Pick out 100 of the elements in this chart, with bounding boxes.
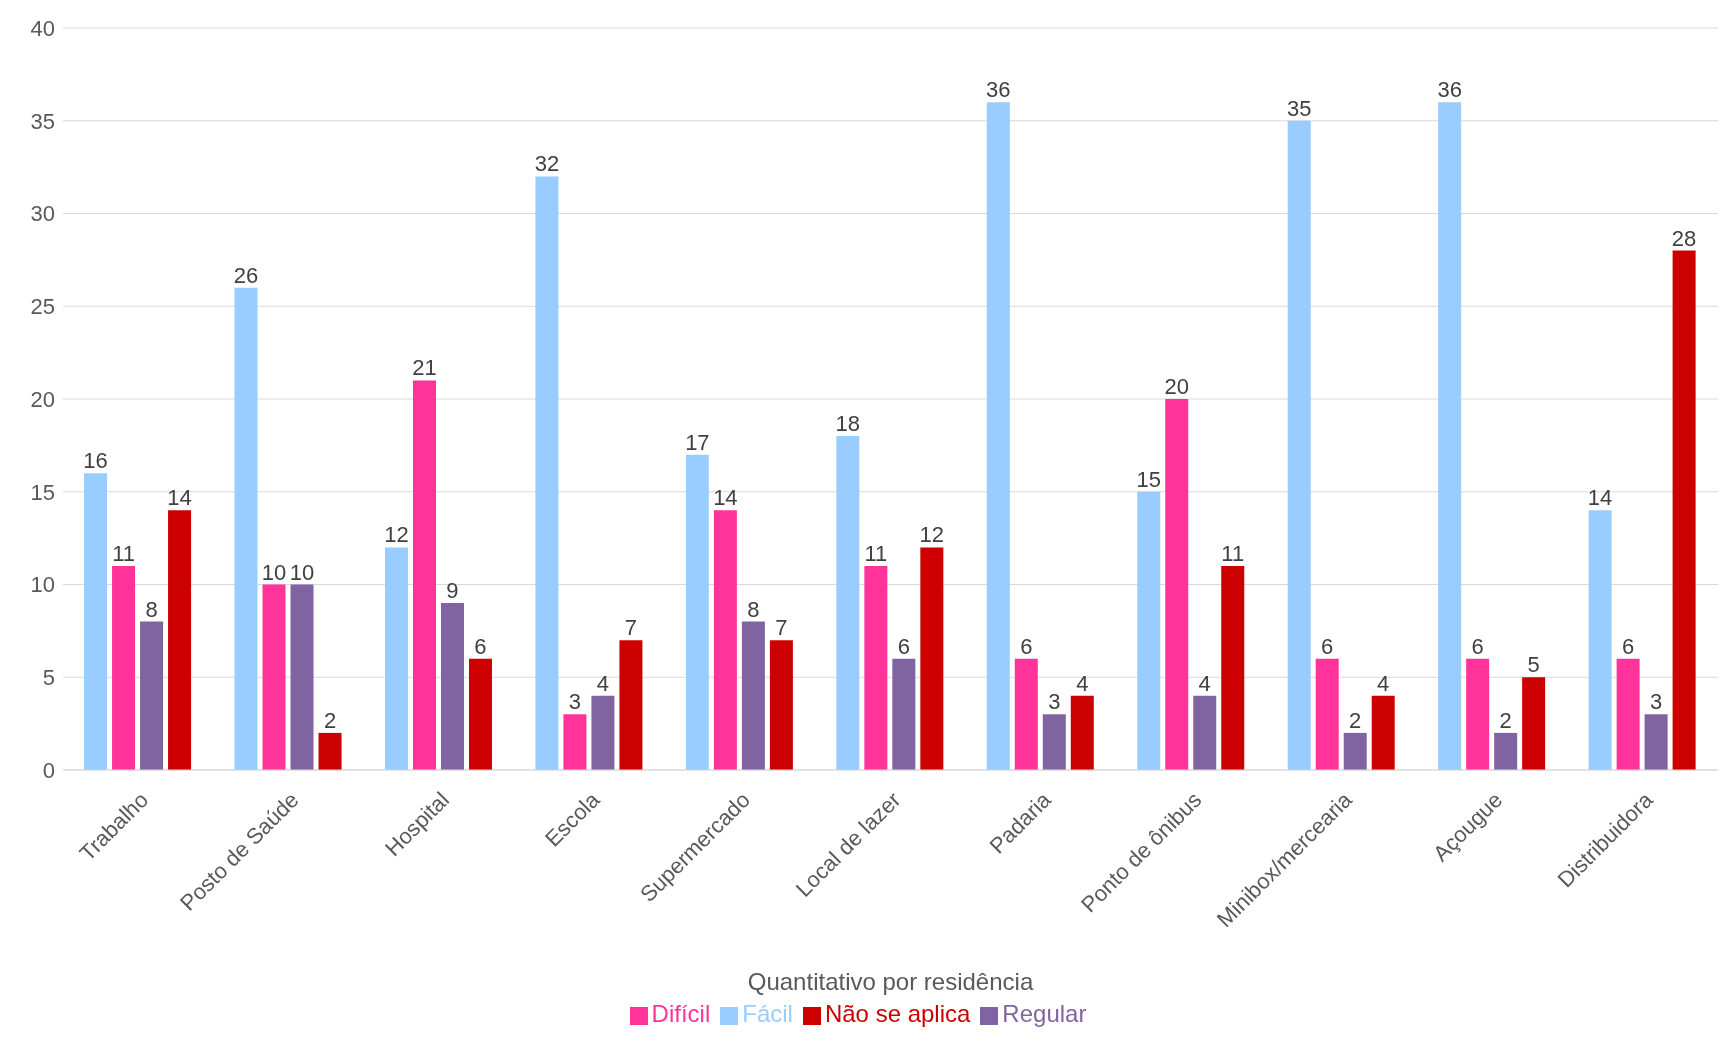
bar [112, 565, 136, 770]
bar [563, 714, 587, 770]
bar [168, 510, 192, 770]
bar [1494, 732, 1518, 770]
data-label: 11 [864, 540, 888, 566]
data-label: 10 [261, 559, 287, 585]
x-axis-title: Quantitativo por residência [747, 968, 1034, 995]
data-label: 14 [167, 485, 192, 511]
data-label: 26 [233, 262, 259, 288]
bar [1438, 102, 1462, 770]
data-label: 18 [835, 411, 861, 437]
data-label: 11 [112, 540, 135, 566]
bar [836, 436, 860, 770]
bar [262, 584, 286, 770]
data-label: 6 [1621, 633, 1635, 659]
data-label: 6 [1020, 633, 1033, 659]
data-label: 15 [1136, 466, 1161, 492]
bar [1315, 658, 1339, 770]
bar [1522, 677, 1546, 770]
legend-label: Fácil [742, 1000, 793, 1027]
bar [1466, 658, 1490, 770]
bar [440, 603, 464, 770]
data-label: 14 [1587, 485, 1613, 511]
data-label: 2 [1499, 707, 1512, 733]
y-tick-label: 0 [42, 757, 55, 783]
data-label: 36 [986, 77, 1011, 103]
bar [290, 584, 314, 770]
data-label: 2 [1349, 707, 1362, 733]
bar [1165, 399, 1189, 770]
data-label: 9 [446, 578, 459, 604]
bar [741, 621, 765, 770]
y-tick-label: 40 [30, 15, 55, 41]
bar [619, 640, 643, 770]
data-label: 28 [1671, 225, 1697, 251]
data-label: 12 [384, 522, 409, 548]
data-label: 7 [775, 615, 788, 641]
data-label: 4 [596, 670, 610, 696]
bar [1588, 510, 1612, 770]
data-label: 3 [1048, 689, 1061, 715]
y-tick-label: 10 [30, 572, 55, 598]
y-tick-label: 5 [42, 665, 55, 691]
bar [1644, 714, 1668, 770]
data-label: 3 [1649, 689, 1663, 715]
bar [713, 510, 737, 770]
data-label: 21 [412, 355, 437, 381]
y-tick-label: 35 [30, 108, 55, 134]
bar [591, 695, 615, 770]
bar [1014, 658, 1038, 770]
bar [864, 565, 888, 770]
data-label: 7 [624, 615, 638, 641]
data-label: 32 [534, 151, 560, 177]
data-label: 8 [747, 596, 760, 622]
legend-label: Não se aplica [824, 1000, 971, 1027]
bar [1221, 565, 1245, 770]
bar [1070, 695, 1094, 770]
data-label: 5 [1527, 652, 1540, 678]
bar [1042, 714, 1066, 770]
bar [1137, 491, 1161, 770]
data-label: 6 [474, 633, 487, 659]
bar [318, 732, 342, 770]
bar [920, 547, 944, 770]
bar [140, 621, 164, 770]
bar [892, 658, 916, 770]
bar [1616, 658, 1640, 770]
y-tick-label: 30 [30, 201, 55, 227]
data-label: 2 [323, 707, 337, 733]
data-label: 4 [1377, 670, 1390, 696]
bar [685, 454, 709, 770]
data-label: 4 [1198, 670, 1211, 696]
y-tick-label: 15 [30, 479, 55, 505]
data-label: 6 [897, 633, 910, 659]
data-label: 17 [685, 429, 710, 455]
bar [1343, 732, 1367, 770]
data-label: 11 [1221, 540, 1245, 566]
bar [986, 102, 1010, 770]
data-label: 14 [713, 485, 738, 511]
bar [1287, 120, 1311, 770]
bar [234, 287, 258, 770]
legend-label: Regular [1002, 1000, 1087, 1027]
bar [1371, 695, 1395, 770]
y-tick-label: 20 [30, 386, 55, 412]
bar [384, 547, 408, 770]
bar [412, 380, 436, 770]
bar [1193, 695, 1217, 770]
data-label: 8 [145, 596, 158, 622]
data-label: 4 [1076, 670, 1089, 696]
data-label: 16 [83, 448, 108, 474]
data-label: 12 [919, 522, 945, 548]
data-label: 6 [1321, 633, 1334, 659]
data-label: 35 [1286, 95, 1312, 121]
y-tick-label: 25 [30, 294, 55, 320]
legend-label: Difícil [651, 1000, 711, 1027]
data-label: 10 [289, 559, 315, 585]
bar [535, 176, 559, 770]
data-label: 3 [568, 689, 582, 715]
data-label: 6 [1471, 633, 1484, 659]
bar [84, 473, 108, 770]
bar [769, 640, 793, 770]
data-label: 36 [1437, 77, 1462, 103]
bar [468, 658, 492, 770]
